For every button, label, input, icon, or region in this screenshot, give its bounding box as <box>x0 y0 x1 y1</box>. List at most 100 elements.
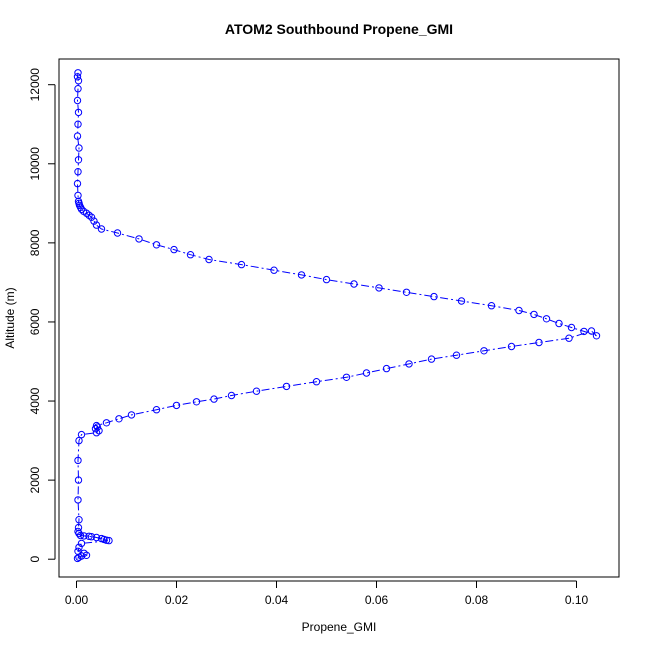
data-point <box>93 423 102 431</box>
data-point <box>82 551 91 559</box>
x-tick-label: 0.04 <box>265 593 289 607</box>
data-point <box>270 266 278 274</box>
data-point <box>535 338 543 347</box>
data-point <box>312 378 321 386</box>
data-point <box>192 398 201 406</box>
data-point <box>74 156 83 164</box>
data-point <box>85 532 93 540</box>
data-point <box>74 191 82 200</box>
data-point <box>102 536 111 544</box>
data-point <box>210 395 218 403</box>
x-tick-label: 0.08 <box>465 593 489 607</box>
data-point <box>565 334 573 342</box>
data-series <box>73 69 601 563</box>
data-point <box>74 476 83 484</box>
data-point <box>77 205 86 214</box>
data-point <box>73 179 82 188</box>
data-point <box>74 85 82 93</box>
data-point <box>77 430 86 439</box>
data-point <box>252 387 261 395</box>
data-point <box>73 554 82 563</box>
data-point <box>74 120 82 128</box>
data-point <box>172 401 181 410</box>
data-point <box>587 327 596 335</box>
y-axis: 0 2000 4000 6000 8000 10000 12000 <box>28 68 56 563</box>
data-point <box>95 427 103 435</box>
chart-title: ATOM2 Southbound Propene_GMI <box>225 21 453 37</box>
data-point <box>87 213 96 221</box>
y-tick-label: 0 <box>28 556 42 563</box>
data-point <box>77 539 86 548</box>
data-point <box>75 436 83 445</box>
data-point <box>135 235 143 243</box>
data-point <box>402 288 411 296</box>
data-point <box>405 360 413 368</box>
data-point <box>75 543 83 551</box>
plot-frame <box>58 58 620 578</box>
data-point <box>73 96 82 105</box>
x-tick-label: 0.06 <box>365 593 389 607</box>
x-axis-label: Propene_GMI <box>302 620 377 634</box>
data-point <box>85 211 93 219</box>
data-point <box>92 533 101 542</box>
data-point <box>350 280 358 288</box>
data-point <box>105 536 113 545</box>
data-point <box>555 319 563 328</box>
data-point <box>74 77 83 85</box>
y-tick-label: 4000 <box>28 387 42 414</box>
data-point <box>362 369 371 377</box>
x-axis: 0.00 0.02 0.04 0.06 0.08 0.10 <box>65 580 589 607</box>
x-tick-label: 0.02 <box>165 593 189 607</box>
y-tick-label: 12000 <box>28 68 42 102</box>
data-point <box>205 255 213 264</box>
data-point <box>92 429 101 437</box>
data-point <box>375 284 383 292</box>
data-point <box>542 315 551 323</box>
y-tick-label: 8000 <box>28 229 42 256</box>
data-point <box>452 351 461 359</box>
data-point <box>76 531 85 540</box>
data-point <box>322 275 331 284</box>
data-point <box>507 342 516 351</box>
data-point <box>74 496 82 504</box>
y-axis-label: Altitude (m) <box>3 287 17 348</box>
data-point <box>97 225 106 233</box>
x-tick-label: 0.10 <box>565 593 589 607</box>
data-point <box>297 271 306 279</box>
data-point <box>152 241 161 249</box>
data-point <box>75 516 83 524</box>
series-line <box>76 72 597 559</box>
data-point <box>530 310 538 319</box>
data-point <box>80 532 88 540</box>
data-point <box>382 364 391 373</box>
data-point <box>74 456 82 465</box>
data-point <box>92 221 101 229</box>
data-point <box>152 406 161 414</box>
data-point <box>82 209 91 217</box>
data-point <box>515 306 523 315</box>
data-point <box>74 108 83 117</box>
data-point <box>170 245 178 254</box>
data-point <box>90 217 98 225</box>
data-point <box>115 415 123 423</box>
data-point <box>127 411 136 419</box>
y-tick-label: 2000 <box>28 466 42 493</box>
data-point <box>237 260 246 269</box>
data-point <box>427 355 436 363</box>
x-tick-label: 0.00 <box>65 593 89 607</box>
data-point <box>227 391 236 400</box>
y-tick-label: 10000 <box>28 147 42 181</box>
data-point <box>480 347 488 355</box>
data-point <box>75 144 83 152</box>
data-point <box>457 297 466 305</box>
data-point <box>487 302 496 310</box>
data-point <box>73 132 82 140</box>
data-point <box>87 533 96 541</box>
data-point <box>430 292 438 301</box>
data-point <box>342 373 351 381</box>
data-point <box>592 332 601 340</box>
data-point <box>74 168 82 176</box>
data-point <box>74 69 82 77</box>
data-point <box>186 251 195 259</box>
